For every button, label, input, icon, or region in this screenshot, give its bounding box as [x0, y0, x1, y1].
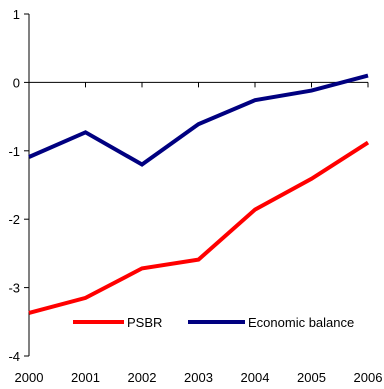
y-tick-label: -4 [8, 349, 20, 364]
x-tick-label: 2003 [184, 370, 213, 385]
legend-label-economic-balance: Economic balance [248, 315, 354, 330]
series-line-psbr [28, 140, 370, 315]
legend: PSBR Economic balance [73, 315, 354, 330]
x-tick-label: 2005 [297, 370, 326, 385]
legend-label-psbr: PSBR [127, 315, 162, 330]
x-tick-label: 2004 [241, 370, 270, 385]
series-line-economic-balance [28, 73, 369, 167]
y-tick-label: -2 [8, 212, 20, 227]
y-tick-label: -3 [8, 281, 20, 296]
x-tick-label: 2001 [71, 370, 100, 385]
y-tick-label: 1 [13, 7, 20, 22]
x-tick-label: 2002 [128, 370, 157, 385]
series-lines [28, 73, 370, 315]
y-axis: 1 0 -1 -2 -3 -4 [8, 7, 30, 364]
y-tick-label: 0 [13, 75, 20, 90]
x-tick-label: 2000 [15, 370, 44, 385]
x-tick-label: 2006 [354, 370, 383, 385]
y-tick-label: -1 [8, 144, 20, 159]
x-axis: 2000 2001 2002 2003 2004 2005 2006 [15, 81, 383, 385]
